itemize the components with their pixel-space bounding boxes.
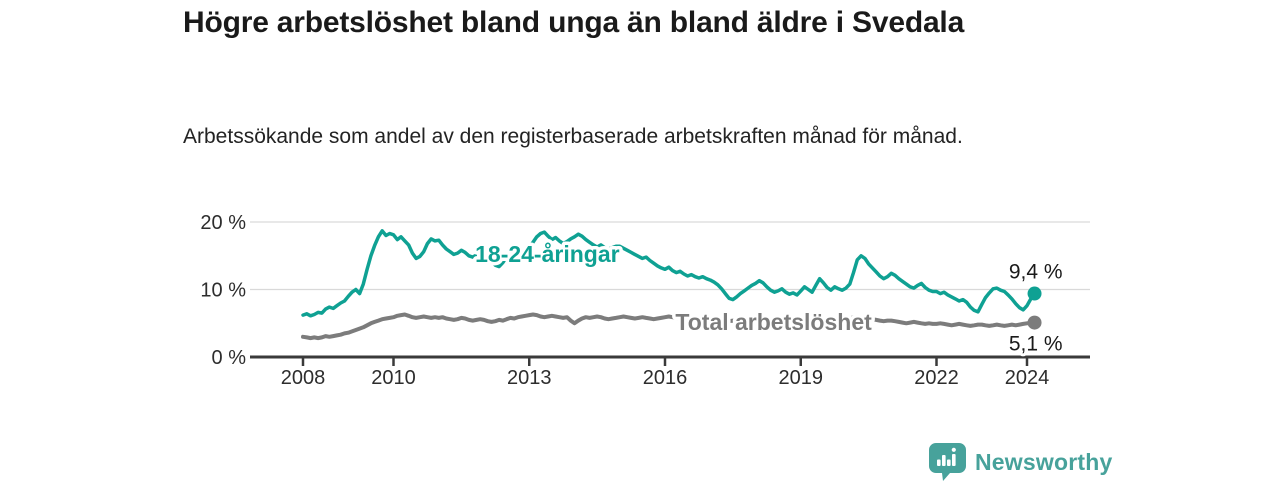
y-tick-label: 20 % [200,212,246,234]
bar-chart-glyph [937,447,956,466]
page-subtitle: Arbetssökande som andel av den registerb… [183,125,963,148]
x-tick-label: 2022 [914,367,959,389]
series-label-youth: 18-24-åringar [475,241,620,267]
series-line-total [301,312,1037,341]
brand-name: Newsworthy [975,449,1113,475]
y-tick-label: 0 % [212,347,247,369]
series-line-youth [301,229,1037,318]
page-title: Högre arbetslöshet bland unga än bland ä… [183,6,965,39]
x-tick-label: 2010 [371,367,416,389]
x-tick-label: 2019 [779,367,824,389]
x-tick-label: 2008 [281,367,326,389]
series-end-dot [1027,315,1042,330]
newsworthy-logo-icon [929,443,966,481]
newsworthy-logo: Newsworthy [929,443,1112,481]
x-tick-label: 2013 [507,367,552,389]
end-value-label-total: 5,1 % [1009,333,1063,356]
series-label-total: Total arbetslöshet [675,309,872,335]
series-end-dot [1027,286,1042,301]
end-value-label-youth: 9,4 % [1009,261,1063,284]
x-tick-label: 2024 [1005,367,1050,389]
x-tick-label: 2016 [643,367,688,389]
y-tick-label: 10 % [200,280,246,302]
